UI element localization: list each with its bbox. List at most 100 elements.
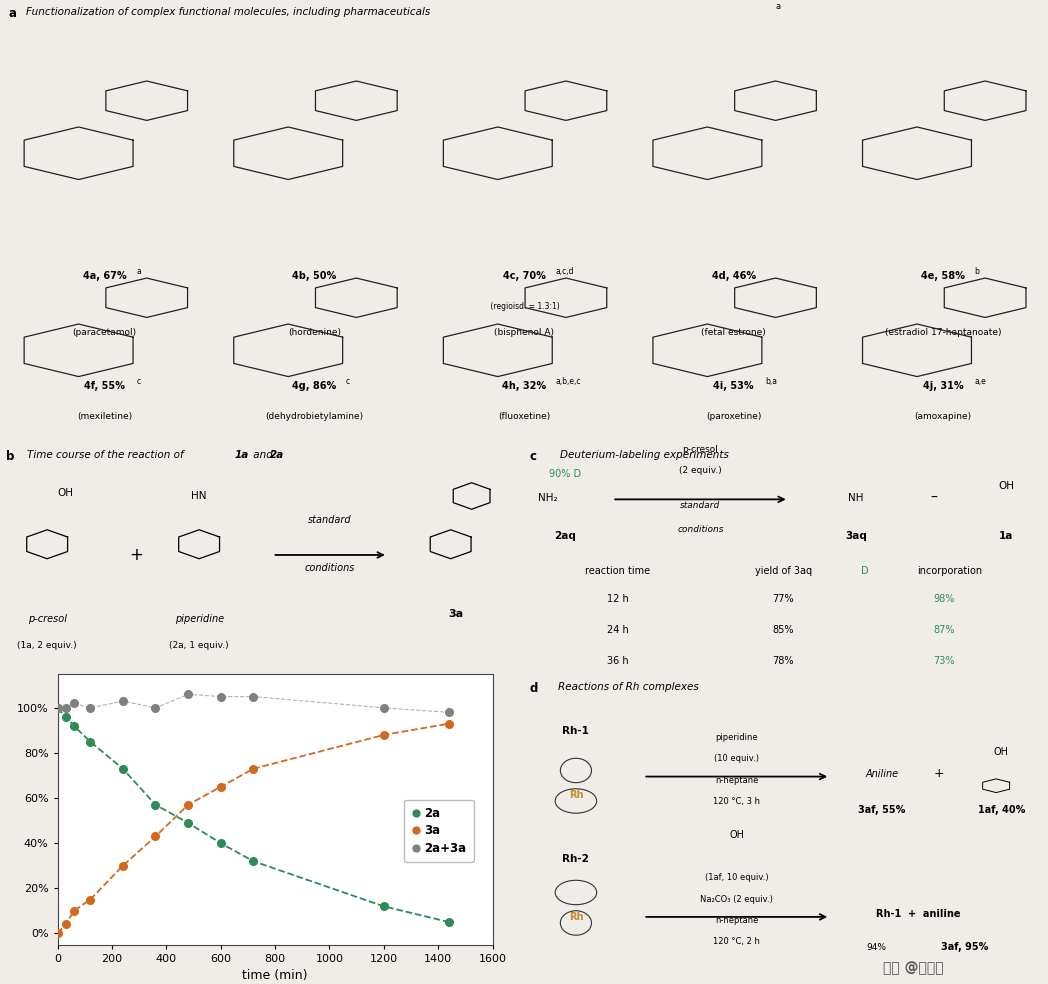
Text: 120 °C, 2 h: 120 °C, 2 h (714, 938, 760, 947)
Text: piperidine: piperidine (175, 614, 223, 624)
Text: +: + (934, 767, 944, 779)
Text: 2a: 2a (270, 451, 284, 461)
Text: 4f, 55%: 4f, 55% (84, 381, 126, 391)
Text: 4a, 67%: 4a, 67% (83, 272, 127, 281)
Text: 2aq: 2aq (554, 530, 576, 540)
Text: Na₂CO₃ (2 equiv.): Na₂CO₃ (2 equiv.) (700, 894, 773, 903)
Text: 36 h: 36 h (607, 655, 628, 665)
Text: incorporation: incorporation (917, 566, 982, 576)
Text: 78%: 78% (772, 655, 794, 665)
Text: OH: OH (58, 488, 73, 498)
Text: OH: OH (729, 830, 744, 839)
Text: 4h, 32%: 4h, 32% (502, 381, 546, 391)
Text: d: d (529, 682, 538, 695)
Text: p-cresol: p-cresol (27, 614, 67, 624)
Text: Reactions of Rh complexes: Reactions of Rh complexes (558, 682, 699, 692)
Text: conditions: conditions (677, 525, 724, 534)
Text: Time course of the reaction of: Time course of the reaction of (27, 451, 188, 461)
Text: standard: standard (680, 501, 721, 510)
Text: yield of 3aq: yield of 3aq (755, 566, 812, 576)
X-axis label: time (min): time (min) (242, 969, 308, 982)
Text: 3a: 3a (449, 608, 463, 619)
Text: (paracetamol): (paracetamol) (72, 329, 137, 338)
Text: (estradiol 17-heptanoate): (estradiol 17-heptanoate) (885, 329, 1002, 338)
Text: piperidine: piperidine (716, 733, 758, 742)
Text: (bisphenol A): (bisphenol A) (494, 329, 554, 338)
Text: n-heptane: n-heptane (715, 775, 759, 784)
Text: 3af, 95%: 3af, 95% (941, 943, 988, 953)
Text: Rh-1  +  aniline: Rh-1 + aniline (876, 909, 961, 919)
Text: a: a (8, 7, 17, 20)
Text: Rh-2: Rh-2 (563, 854, 589, 864)
Text: (regioisd. = 1.3:1): (regioisd. = 1.3:1) (488, 302, 560, 311)
Text: 4g, 86%: 4g, 86% (292, 381, 336, 391)
Text: 77%: 77% (772, 594, 794, 604)
Text: –: – (931, 490, 937, 505)
Text: D: D (860, 566, 872, 576)
Text: (fetal estrone): (fetal estrone) (701, 329, 766, 338)
Text: (hordenine): (hordenine) (288, 329, 341, 338)
Text: Rh-1: Rh-1 (563, 726, 589, 736)
Text: n-heptane: n-heptane (715, 916, 759, 925)
Text: and: and (250, 451, 277, 461)
Text: (10 equiv.): (10 equiv.) (715, 755, 759, 764)
Text: c: c (529, 450, 537, 462)
Text: 24 h: 24 h (607, 625, 629, 635)
Text: c: c (136, 377, 140, 386)
Text: OH: OH (994, 747, 1009, 758)
Text: (1a, 2 equiv.): (1a, 2 equiv.) (18, 641, 77, 649)
Text: (2a, 1 equiv.): (2a, 1 equiv.) (170, 641, 228, 649)
Text: conditions: conditions (305, 563, 355, 573)
Text: (amoxapine): (amoxapine) (915, 411, 971, 420)
Text: 94%: 94% (867, 944, 887, 953)
Text: Deuterium-labeling experiments: Deuterium-labeling experiments (561, 450, 729, 460)
Text: (paroxetine): (paroxetine) (706, 411, 761, 420)
Text: 12 h: 12 h (607, 594, 629, 604)
Text: Rh: Rh (569, 912, 583, 922)
Text: 85%: 85% (772, 625, 794, 635)
Text: 87%: 87% (934, 625, 955, 635)
Text: c: c (346, 377, 350, 386)
Text: a,c,d: a,c,d (555, 267, 574, 277)
Text: 1a: 1a (235, 451, 249, 461)
Text: 90% D: 90% D (549, 468, 582, 478)
Text: (fluoxetine): (fluoxetine) (498, 411, 550, 420)
Text: 4i, 53%: 4i, 53% (714, 381, 754, 391)
Legend: 2a, 3a, 2a+3a: 2a, 3a, 2a+3a (405, 800, 474, 862)
Text: (1af, 10 equiv.): (1af, 10 equiv.) (705, 873, 768, 883)
Text: OH: OH (999, 481, 1014, 491)
Text: Aniline: Aniline (866, 769, 898, 778)
Text: 4j, 31%: 4j, 31% (923, 381, 963, 391)
Text: 4b, 50%: 4b, 50% (292, 272, 336, 281)
Text: b,a: b,a (765, 377, 777, 386)
Text: 98%: 98% (934, 594, 955, 604)
Text: 4d, 46%: 4d, 46% (712, 272, 756, 281)
Text: reaction time: reaction time (585, 566, 650, 576)
Text: 73%: 73% (934, 655, 955, 665)
Text: 4e, 58%: 4e, 58% (921, 272, 965, 281)
Text: (mexiletine): (mexiletine) (78, 411, 132, 420)
Text: +: + (129, 546, 144, 564)
Text: 1af, 40%: 1af, 40% (978, 805, 1025, 815)
Text: a,e: a,e (975, 377, 986, 386)
Text: a: a (136, 267, 141, 277)
Text: (dehydrobietylamine): (dehydrobietylamine) (265, 411, 364, 420)
Text: Functionalization of complex functional molecules, including pharmaceuticals: Functionalization of complex functional … (26, 7, 431, 17)
Text: p-cresol: p-cresol (682, 445, 718, 454)
Text: 120 °C, 3 h: 120 °C, 3 h (714, 797, 760, 806)
Text: b: b (6, 451, 15, 463)
Text: a: a (776, 2, 781, 11)
Text: (2 equiv.): (2 equiv.) (679, 465, 722, 474)
Text: b: b (975, 267, 980, 277)
Text: 3aq: 3aq (845, 530, 867, 540)
Text: 4c, 70%: 4c, 70% (503, 272, 545, 281)
Text: NH₂: NH₂ (538, 493, 558, 504)
Text: a,b,e,c: a,b,e,c (555, 377, 581, 386)
Text: 3af, 55%: 3af, 55% (858, 805, 905, 815)
Text: 头条 @化学加: 头条 @化学加 (882, 960, 943, 975)
Text: 1a: 1a (1000, 530, 1013, 540)
Text: NH: NH (848, 493, 864, 504)
Text: HN: HN (192, 491, 206, 501)
Text: Rh: Rh (569, 790, 583, 800)
Text: standard: standard (308, 516, 352, 525)
